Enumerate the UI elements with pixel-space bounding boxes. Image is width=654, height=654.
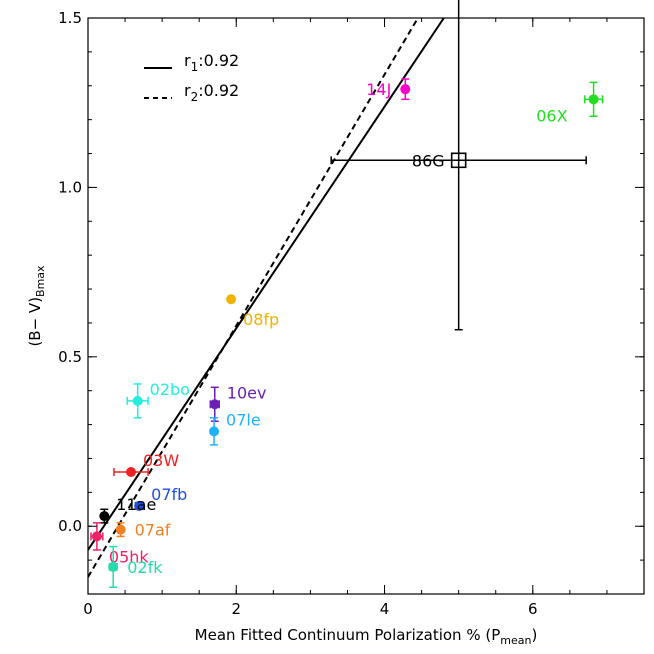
point-10ev: 10ev bbox=[209, 383, 267, 422]
point-label-03W: 03W bbox=[143, 451, 179, 470]
x-tick-label: 6 bbox=[528, 600, 538, 618]
point-label-05hk: 05hk bbox=[109, 547, 149, 566]
point-02fk: 02fk bbox=[108, 545, 163, 588]
point-06X: 06X bbox=[536, 81, 604, 125]
fit-lines bbox=[88, 18, 445, 578]
point-label-06X: 06X bbox=[536, 106, 567, 125]
x-tick-label: 2 bbox=[231, 600, 241, 618]
axis-ticks: 0 2 4 6 0.0 0.5 1.0 1.5 bbox=[58, 9, 645, 618]
point-02bo: 02bo bbox=[126, 380, 190, 419]
point-07le: 07le bbox=[209, 410, 261, 446]
x-axis-label: Mean Fitted Continuum Polarization % (Pm… bbox=[195, 626, 538, 647]
point-11ae: 11ae bbox=[99, 495, 156, 524]
point-label-07le: 07le bbox=[226, 410, 261, 429]
point-label-14J: 14J bbox=[366, 80, 391, 99]
point-14J: 14J bbox=[366, 78, 411, 101]
legend: r1:0.92 r2:0.92 bbox=[144, 51, 239, 104]
point-07af: 07af bbox=[115, 521, 171, 540]
point-08fp: 08fp bbox=[226, 294, 279, 329]
legend-entry-r2: r2:0.92 bbox=[184, 81, 239, 104]
point-label-02fk: 02fk bbox=[127, 558, 163, 577]
legend-entry-r1: r1:0.92 bbox=[184, 51, 239, 74]
x-tick-label: 0 bbox=[83, 600, 93, 618]
x-tick-label: 4 bbox=[380, 600, 390, 618]
point-label-10ev: 10ev bbox=[227, 383, 267, 402]
point-label-11ae: 11ae bbox=[116, 495, 156, 514]
point-label-86G: 86G bbox=[412, 151, 445, 170]
point-label-02bo: 02bo bbox=[150, 380, 190, 399]
y-tick-label: 1.0 bbox=[58, 178, 82, 196]
point-label-07fb: 07fb bbox=[151, 485, 187, 504]
point-07fb: 07fb bbox=[134, 485, 187, 511]
y-axis-label: (B− V)Bmax bbox=[26, 265, 47, 347]
point-03W: 03W bbox=[113, 451, 179, 478]
point-05hk: 05hk bbox=[90, 522, 149, 566]
point-label-08fp: 08fp bbox=[243, 310, 279, 329]
plot-frame bbox=[87, 17, 645, 595]
y-tick-label: 0.0 bbox=[58, 517, 82, 535]
y-tick-label: 1.5 bbox=[58, 9, 82, 27]
fit-line-r2 bbox=[88, 18, 419, 578]
point-label-07af: 07af bbox=[135, 521, 171, 540]
point-86G: 86G bbox=[330, 0, 587, 331]
fit-line-r1 bbox=[88, 18, 445, 551]
y-tick-label: 0.5 bbox=[58, 348, 82, 366]
